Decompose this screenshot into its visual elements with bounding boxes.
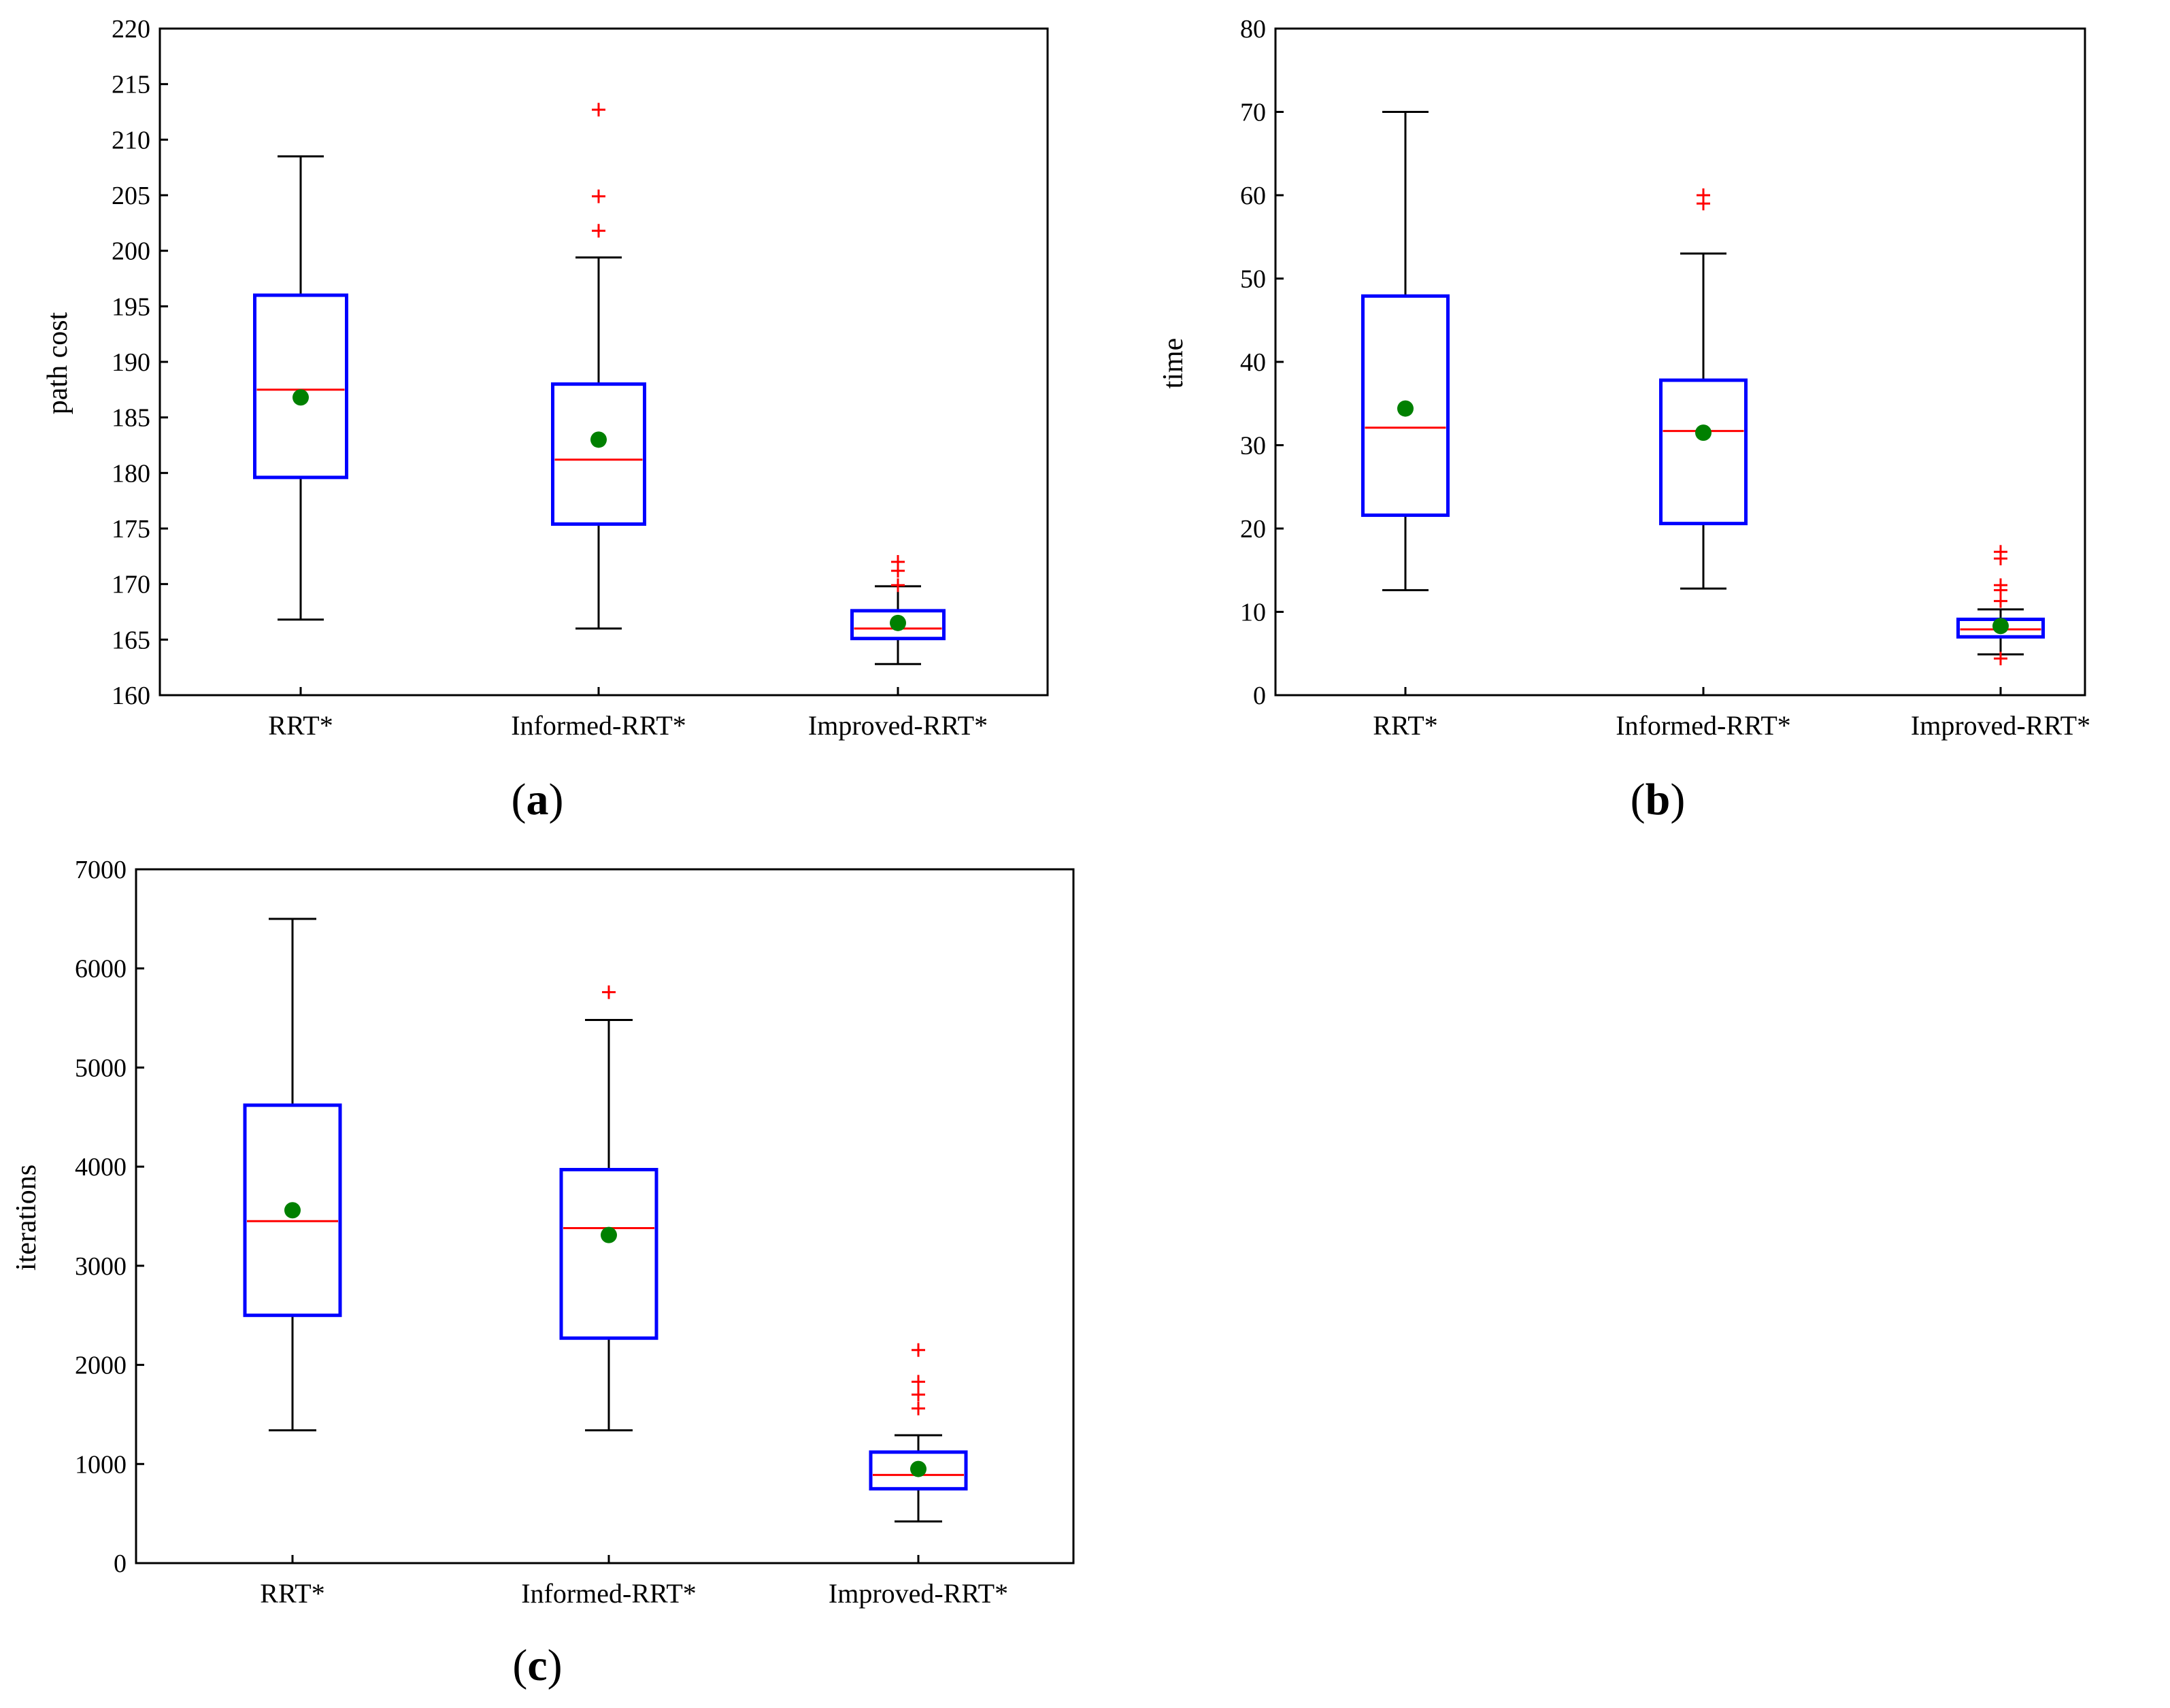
y-tick-label-b: 60 (1240, 182, 1266, 210)
y-tick-label-a: 195 (112, 292, 150, 321)
y-tick-label-c: 5000 (75, 1054, 127, 1082)
mean-marker (590, 431, 607, 448)
x-tick-label-a: RRT* (268, 710, 333, 741)
y-tick-label-c: 7000 (75, 856, 127, 884)
box-group-b-0 (1361, 111, 1450, 592)
box-group-a-2 (850, 555, 946, 665)
box-group-c-1 (559, 985, 658, 1432)
iqr-box (253, 293, 348, 480)
outlier-marker (912, 1388, 925, 1402)
iqr-box (559, 1168, 658, 1340)
y-tick-label-a: 185 (112, 404, 150, 433)
y-tick-label-a: 205 (112, 182, 150, 210)
plot-area-a: 160 165 170 175 180 185 190 195 200 205 210 215 220 R… (112, 15, 1049, 741)
x-tick-label-b: Informed-RRT* (1616, 710, 1791, 741)
plot-area-b: 0 10 20 30 40 50 60 70 80 RRT* Informed-RRT* Improv… (1240, 15, 2090, 741)
x-tick-label-c: Informed-RRT* (521, 1578, 697, 1609)
x-tick-label-b: Improved-RRT* (1911, 710, 2090, 741)
ylabel-c: iterations (11, 1165, 42, 1271)
iqr-box (1659, 378, 1748, 526)
x-tick-label-a: Improved-RRT* (808, 710, 988, 741)
y-tick-label-a: 175 (112, 515, 150, 543)
mean-marker (601, 1226, 617, 1243)
axes-frame-c (135, 868, 1075, 1564)
outlier-marker (592, 224, 605, 238)
box-group-a-0 (253, 155, 348, 621)
x-tick-label-b: RRT* (1373, 710, 1437, 741)
box-group-b-2 (1956, 545, 2045, 666)
y-tick-label-c: 2000 (75, 1352, 127, 1380)
outlier-marker (1697, 188, 1710, 202)
outlier-marker (912, 1343, 925, 1357)
mean-marker (1992, 618, 2009, 635)
panel-label-c: (c) (512, 1641, 562, 1690)
ylabel-a: path cost (42, 312, 73, 414)
panel-c: 0 1000 2000 3000 4000 5000 6000 7000 RRT* Informe… (11, 856, 1075, 1690)
iqr-box (850, 609, 946, 641)
outlier-marker (1994, 545, 2007, 559)
y-tick-label-a: 210 (112, 126, 150, 154)
outlier-marker (891, 578, 905, 592)
y-tick-label-a: 190 (112, 348, 150, 377)
mean-marker (293, 389, 309, 406)
ylabel-b: time (1158, 338, 1189, 389)
mean-marker (910, 1460, 927, 1477)
y-tick-label-b: 30 (1240, 432, 1266, 461)
y-tick-label-a: 180 (112, 459, 150, 488)
y-tick-label-b: 40 (1240, 348, 1266, 377)
outlier-marker (592, 189, 605, 203)
outlier-marker (602, 985, 616, 999)
y-tick-label-a: 220 (112, 15, 150, 44)
y-tick-label-b: 20 (1240, 515, 1266, 543)
box-group-a-1 (551, 103, 646, 630)
outlier-marker (1994, 578, 2007, 592)
mean-marker (1695, 424, 1712, 441)
x-tick-label-c: RRT* (260, 1578, 324, 1609)
y-tick-label-a: 165 (112, 626, 150, 654)
y-tick-label-c: 3000 (75, 1252, 127, 1281)
outlier-marker (891, 555, 905, 569)
y-tick-label-b: 0 (1253, 682, 1266, 710)
box-group-c-2 (869, 1343, 968, 1523)
mean-marker (284, 1202, 301, 1219)
y-tick-label-a: 215 (112, 71, 150, 99)
y-tick-label-c: 6000 (75, 955, 127, 984)
iqr-box (551, 382, 646, 526)
y-tick-label-a: 200 (112, 237, 150, 266)
iqr-box (1361, 294, 1450, 517)
y-tick-label-b: 80 (1240, 15, 1266, 44)
panel-label-a: (a) (512, 775, 564, 824)
y-tick-label-a: 170 (112, 571, 150, 599)
panel-a: 160 165 170 175 180 185 190 195 200 205 210 215 220 R… (42, 15, 1049, 824)
y-tick-label-c: 0 (114, 1550, 127, 1578)
y-tick-label-c: 1000 (75, 1450, 127, 1479)
y-tick-label-b: 50 (1240, 265, 1266, 294)
panel-b: 0 10 20 30 40 50 60 70 80 RRT* Informed-RRT* Improv… (1158, 15, 2090, 824)
box-group-b-1 (1659, 188, 1748, 590)
y-tick-label-c: 4000 (75, 1153, 127, 1182)
mean-marker (1397, 400, 1414, 417)
outlier-marker (912, 1401, 925, 1416)
x-tick-label-a: Informed-RRT* (511, 710, 686, 741)
box-group-c-0 (243, 918, 342, 1432)
mean-marker (890, 614, 906, 631)
outlier-marker (1994, 652, 2007, 666)
y-tick-label-b: 10 (1240, 599, 1266, 627)
y-tick-label-a: 160 (112, 682, 150, 710)
iqr-box (243, 1103, 342, 1318)
x-tick-label-c: Improved-RRT* (829, 1578, 1008, 1609)
panel-label-b: (b) (1631, 775, 1686, 824)
y-tick-label-b: 70 (1240, 99, 1266, 127)
outlier-marker (592, 103, 605, 117)
iqr-box (869, 1450, 968, 1491)
plot-area-c: 0 1000 2000 3000 4000 5000 6000 7000 RRT* Informe… (75, 856, 1075, 1609)
outlier-marker (912, 1375, 925, 1389)
